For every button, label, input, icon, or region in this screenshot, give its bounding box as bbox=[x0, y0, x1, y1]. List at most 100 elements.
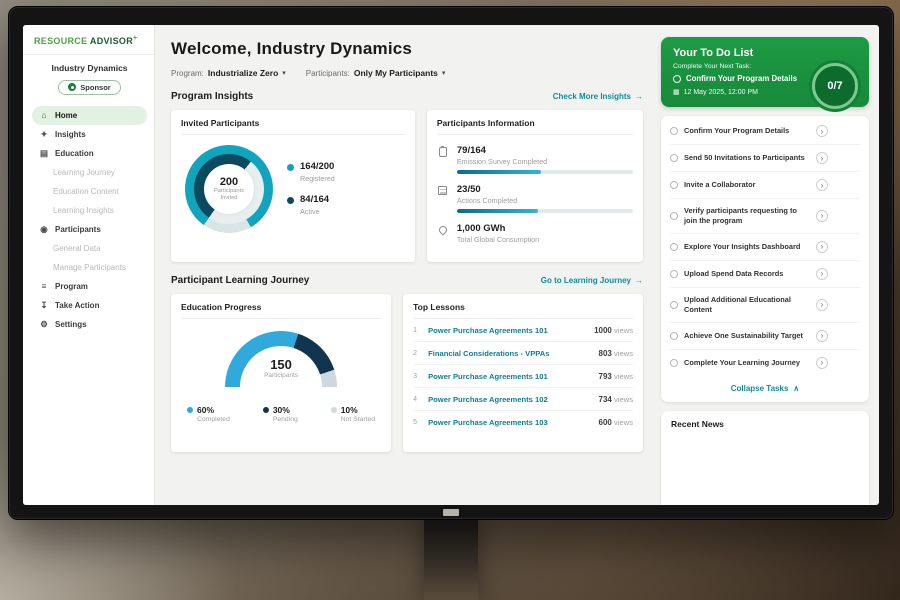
check-more-insights-link[interactable]: Check More Insights → bbox=[553, 92, 643, 101]
program-filter-label: Program: bbox=[171, 68, 204, 78]
sidebar-item-settings[interactable]: ⚙ Settings bbox=[32, 315, 147, 334]
divider bbox=[23, 54, 154, 55]
task-row-confirm-program[interactable]: Confirm Your Program Details › bbox=[670, 118, 860, 145]
legend-label: Not Started bbox=[340, 416, 376, 423]
lesson-link[interactable]: Power Purchase Agreements 101 bbox=[428, 325, 548, 335]
todo-progress-ring: 0/7 bbox=[812, 63, 858, 109]
sidebar-item-insights[interactable]: ✦ Insights bbox=[32, 125, 147, 144]
info-value: 79/164 bbox=[456, 145, 486, 156]
todo-progress-value: 0/7 bbox=[827, 80, 843, 92]
sidebar-item-home[interactable]: ⌂ Home bbox=[32, 106, 147, 125]
checkbox-icon[interactable] bbox=[670, 127, 678, 135]
checkbox-icon[interactable] bbox=[670, 300, 678, 309]
task-row-send-invitations[interactable]: Send 50 Invitations to Participants › bbox=[670, 145, 860, 172]
task-label: Upload Additional Educational Content bbox=[684, 294, 791, 314]
checkbox-icon[interactable] bbox=[670, 358, 678, 367]
chevron-right-icon[interactable]: › bbox=[816, 267, 828, 280]
task-label: Upload Spend Data Records bbox=[684, 268, 784, 278]
checkbox-icon[interactable] bbox=[670, 211, 678, 220]
participants-filter-dropdown[interactable]: Participants: Only My Participants ▾ bbox=[306, 68, 446, 78]
task-row-upload-spend-data[interactable]: Upload Spend Data Records › bbox=[670, 261, 860, 288]
sponsor-badge[interactable]: Sponsor bbox=[58, 79, 121, 95]
chevron-right-icon[interactable]: › bbox=[816, 125, 828, 137]
checkbox-icon[interactable] bbox=[670, 154, 678, 162]
task-label: Verify participants requesting to join t… bbox=[684, 206, 797, 225]
lesson-views: 1000 bbox=[594, 325, 612, 335]
learning-journey-title: Participant Learning Journey bbox=[171, 275, 310, 286]
sidebar-item-general-data[interactable]: General Data bbox=[32, 239, 147, 258]
task-row-invite-collaborator[interactable]: Invite a Collaborator › bbox=[670, 172, 860, 199]
lesson-link[interactable]: Power Purchase Agreements 103 bbox=[428, 417, 548, 427]
sidebar-item-education[interactable]: ▤ Education bbox=[32, 144, 147, 163]
checkbox-icon[interactable] bbox=[670, 181, 678, 189]
info-value: 23/50 bbox=[456, 184, 481, 195]
sidebar-item-learning-insights[interactable]: Learning Insights bbox=[32, 201, 147, 220]
task-row-complete-learning-journey[interactable]: Complete Your Learning Journey › bbox=[670, 350, 860, 376]
checkbox-icon[interactable] bbox=[670, 269, 678, 278]
sidebar-item-label: Education Content bbox=[53, 187, 119, 196]
filter-bar: Program: Industrialize Zero ▾ Participan… bbox=[171, 68, 643, 78]
top-lessons-card: Top Lessons 1 Power Purchase Agreements … bbox=[403, 294, 643, 452]
progress-bar bbox=[456, 209, 633, 213]
sponsor-icon bbox=[68, 83, 77, 91]
legend-dot bbox=[262, 407, 269, 413]
program-filter-dropdown[interactable]: Program: Industrialize Zero ▾ bbox=[171, 68, 286, 78]
chevron-right-icon[interactable]: › bbox=[816, 356, 828, 369]
donut-center-label: Participants Invited bbox=[213, 187, 245, 201]
chevron-right-icon[interactable]: › bbox=[816, 329, 828, 342]
sidebar-item-take-action[interactable]: ↧ Take Action bbox=[32, 296, 147, 315]
chevron-up-icon: ∧ bbox=[793, 383, 800, 393]
legend-item-completed: 60% Completed bbox=[187, 405, 230, 423]
sidebar-item-label: Settings bbox=[55, 320, 87, 329]
invited-participants-donut-chart: 200 Participants Invited bbox=[185, 145, 273, 233]
task-row-explore-insights[interactable]: Explore Your Insights Dashboard › bbox=[670, 234, 860, 261]
settings-icon: ⚙ bbox=[40, 319, 48, 330]
brand-primary: RESOURCE bbox=[34, 36, 88, 46]
chevron-right-icon[interactable]: › bbox=[816, 152, 828, 164]
task-label: Achieve One Sustainability Target bbox=[684, 330, 803, 340]
legend-item-not-started: 10% Not Started bbox=[330, 405, 376, 423]
chevron-right-icon[interactable]: › bbox=[816, 298, 828, 311]
lesson-views: 600 bbox=[598, 417, 612, 427]
lesson-link[interactable]: Financial Considerations - VPPAs bbox=[428, 348, 550, 358]
task-row-verify-participants[interactable]: Verify participants requesting to join t… bbox=[670, 199, 860, 234]
checkbox-icon[interactable] bbox=[673, 74, 681, 83]
collapse-tasks-button[interactable]: Collapse Tasks ∧ bbox=[670, 376, 860, 400]
info-row-emission-survey: 79/164 Emission Survey Completed bbox=[437, 145, 633, 174]
chevron-right-icon[interactable]: › bbox=[816, 240, 828, 253]
legend-dot bbox=[330, 407, 337, 413]
sidebar-item-education-content[interactable]: Education Content bbox=[32, 182, 147, 201]
take-action-icon: ↧ bbox=[40, 300, 48, 311]
invited-participants-card: Invited Participants 200 Participants In… bbox=[171, 110, 415, 262]
sponsor-badge-label: Sponsor bbox=[80, 82, 111, 92]
lesson-row: 2 Financial Considerations - VPPAs 803 v… bbox=[413, 342, 633, 365]
main-content: Welcome, Industry Dynamics Program: Indu… bbox=[155, 25, 655, 505]
lesson-rank: 3 bbox=[413, 372, 417, 380]
sidebar-item-learning-journey[interactable]: Learning Journey bbox=[32, 163, 147, 182]
task-row-achieve-target[interactable]: Achieve One Sustainability Target › bbox=[670, 323, 860, 350]
legend-value: 10% bbox=[340, 405, 358, 415]
checkbox-icon[interactable] bbox=[670, 242, 678, 251]
views-label: views bbox=[614, 348, 633, 358]
todo-next-task[interactable]: Confirm Your Program Details bbox=[673, 74, 813, 83]
go-to-learning-journey-link[interactable]: Go to Learning Journey → bbox=[541, 276, 643, 285]
sidebar-item-label: Learning Journey bbox=[53, 168, 115, 177]
todo-header-card: Your To Do List Complete Your Next Task:… bbox=[661, 37, 869, 109]
arrow-right-icon: → bbox=[635, 276, 643, 285]
lesson-link[interactable]: Power Purchase Agreements 101 bbox=[428, 371, 548, 381]
gauge-center-value: 150 bbox=[270, 357, 292, 372]
sidebar-item-manage-participants[interactable]: Manage Participants bbox=[32, 258, 147, 277]
sidebar-item-program[interactable]: ≡ Program bbox=[32, 277, 147, 296]
chevron-right-icon[interactable]: › bbox=[816, 209, 828, 222]
task-row-upload-educational-content[interactable]: Upload Additional Educational Content › bbox=[670, 288, 860, 323]
info-label: Emission Survey Completed bbox=[456, 157, 548, 166]
chevron-right-icon[interactable]: › bbox=[816, 179, 828, 191]
home-icon: ⌂ bbox=[41, 110, 47, 121]
lesson-link[interactable]: Power Purchase Agreements 102 bbox=[428, 394, 548, 404]
checkbox-icon[interactable] bbox=[670, 331, 678, 340]
legend-value: 30% bbox=[272, 405, 290, 415]
legend-label: Active bbox=[300, 207, 320, 217]
chevron-down-icon: ▾ bbox=[282, 70, 286, 77]
legend-item-registered: 164/200 Registered bbox=[287, 161, 335, 183]
sidebar-item-participants[interactable]: ◉ Participants bbox=[32, 220, 147, 239]
